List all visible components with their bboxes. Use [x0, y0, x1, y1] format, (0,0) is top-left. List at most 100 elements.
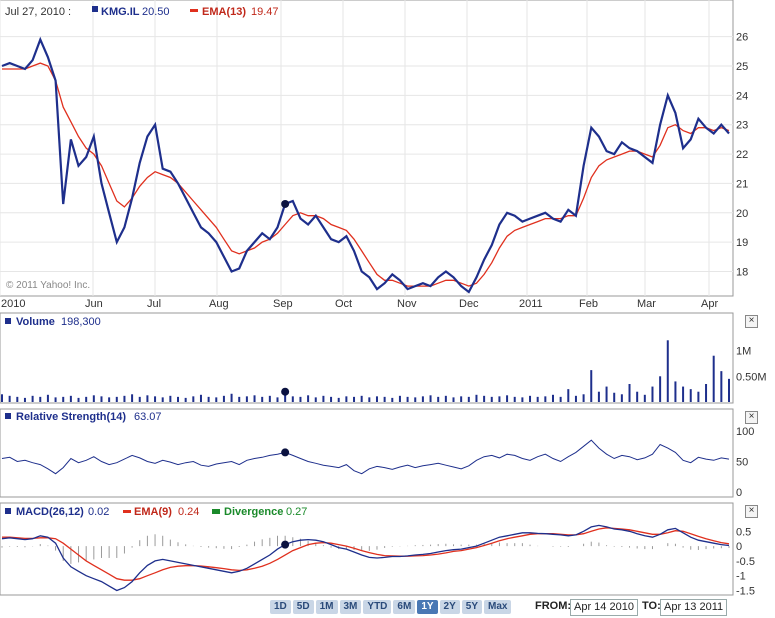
- range-button-2y[interactable]: 2Y: [439, 600, 460, 614]
- ema13-series-line: [2, 62, 730, 287]
- volume-bar: [291, 396, 294, 402]
- volume-bar: [421, 396, 424, 402]
- volume-bar: [483, 395, 486, 402]
- divergence-value: 0.27: [286, 506, 307, 518]
- volume-bar: [536, 396, 539, 402]
- price-x-tick: Feb: [579, 298, 598, 310]
- volume-plot-frame: [0, 312, 734, 404]
- range-button-5y[interactable]: 5Y: [461, 600, 483, 614]
- volume-bar: [529, 395, 532, 402]
- volume-y-tick: 1M: [736, 346, 751, 358]
- range-button-5d[interactable]: 5D: [292, 600, 314, 614]
- price-legend-swatch: [92, 6, 98, 12]
- volume-bar: [330, 396, 333, 402]
- volume-bar: [314, 397, 317, 402]
- volume-bar: [659, 376, 662, 402]
- volume-crosshair-marker: [281, 387, 290, 396]
- volume-bar: [414, 397, 417, 402]
- volume-panel: Volume 198,300 1M 0.50M: [0, 312, 767, 404]
- volume-bar: [544, 396, 547, 402]
- volume-bar: [215, 397, 218, 402]
- macd-y-tick: -0.5: [736, 556, 755, 568]
- range-button-1m[interactable]: 1M: [315, 600, 338, 614]
- from-date-input[interactable]: Apr 14 2010: [570, 599, 638, 616]
- yahoo-watermark: © 2011 Yahoo! Inc.: [6, 280, 90, 291]
- macd-plot-frame: [0, 502, 734, 596]
- volume-bar: [398, 395, 401, 402]
- rsi-crosshair-marker: [281, 448, 290, 457]
- range-button-max[interactable]: Max: [484, 600, 512, 614]
- price-y-tick: 26: [736, 32, 748, 44]
- volume-bar: [77, 397, 80, 402]
- volume-bar: [8, 395, 11, 402]
- volume-bar: [230, 393, 233, 402]
- range-button-1d[interactable]: 1D: [270, 600, 291, 614]
- volume-bar: [712, 355, 715, 402]
- volume-bar: [628, 384, 631, 402]
- price-y-tick: 25: [736, 61, 748, 73]
- volume-bar: [92, 395, 95, 402]
- range-button-6m[interactable]: 6M: [393, 600, 416, 614]
- volume-bar: [728, 378, 730, 402]
- close-rsi-button[interactable]: ×: [745, 411, 758, 424]
- volume-bar: [689, 389, 692, 402]
- volume-bar: [261, 396, 264, 402]
- range-selector: 1D 5D 1M 3M YTD 6M 1Y 2Y 5Y Max: [270, 600, 512, 614]
- macd-label: MACD(26,12): [16, 506, 84, 518]
- price-y-tick: 21: [736, 178, 748, 190]
- volume-bar: [513, 396, 516, 402]
- volume-bar: [39, 396, 42, 402]
- price-panel: 26 25 24 23 22 21 20 19 18 2010 Jun Jul Aug Sep Oct No…: [0, 0, 748, 310]
- macd-value: 0.02: [88, 506, 109, 518]
- volume-bar: [131, 394, 134, 402]
- volume-bar: [284, 391, 287, 402]
- rsi-value: 63.07: [134, 411, 162, 423]
- volume-label: Volume: [16, 316, 55, 328]
- range-button-1y[interactable]: 1Y: [417, 600, 438, 614]
- from-label: FROM:: [535, 600, 572, 612]
- volume-bar: [253, 395, 256, 402]
- volume-bar: [643, 394, 646, 402]
- price-y-tick: 19: [736, 237, 748, 249]
- price-x-axis: 2010 Jun Jul Aug Sep Oct Nov Dec 2011 Feb Mar Apr: [1, 298, 718, 310]
- volume-bar: [506, 395, 509, 402]
- macd-y-tick: 0: [736, 541, 742, 553]
- price-x-tick: Jul: [147, 298, 161, 310]
- close-macd-button[interactable]: ×: [745, 505, 758, 518]
- macd-ema-value: 0.24: [178, 506, 199, 518]
- hover-date: Jul 27, 2010 :: [5, 6, 71, 18]
- macd-y-axis: 0.5 0 -0.5 -1 -1.5: [736, 526, 755, 597]
- volume-bar: [154, 396, 157, 402]
- to-date-input[interactable]: Apr 13 2011: [660, 599, 728, 616]
- volume-bar: [177, 396, 180, 402]
- volume-bar: [697, 391, 700, 402]
- volume-bar: [559, 396, 562, 402]
- to-label: TO:: [642, 600, 661, 612]
- volume-bar: [375, 396, 378, 402]
- divergence-label: Divergence: [224, 506, 283, 518]
- ema-label: EMA(13): [202, 6, 246, 18]
- volume-bar: [460, 396, 463, 402]
- symbol-label: KMG.IL: [101, 6, 140, 18]
- price-x-tick: Apr: [701, 298, 718, 310]
- volume-value: 198,300: [61, 316, 101, 328]
- rsi-y-tick: 0: [736, 487, 742, 499]
- volume-bar: [62, 396, 65, 402]
- volume-bar: [567, 389, 570, 402]
- volume-bar: [574, 395, 577, 402]
- macd-y-tick: -1: [736, 571, 746, 583]
- volume-bar: [16, 396, 19, 402]
- range-button-3m[interactable]: 3M: [339, 600, 362, 614]
- volume-bar: [551, 394, 554, 402]
- volume-bar: [31, 395, 34, 402]
- volume-bar: [391, 397, 394, 402]
- price-x-tick: Mar: [637, 298, 656, 310]
- rsi-legend-swatch: [5, 413, 11, 419]
- close-volume-button[interactable]: ×: [745, 315, 758, 328]
- price-x-tick: Aug: [209, 298, 229, 310]
- range-button-ytd[interactable]: YTD: [363, 600, 392, 614]
- ema-legend-swatch: [190, 9, 198, 12]
- volume-bar: [590, 370, 593, 402]
- volume-bar: [276, 397, 279, 402]
